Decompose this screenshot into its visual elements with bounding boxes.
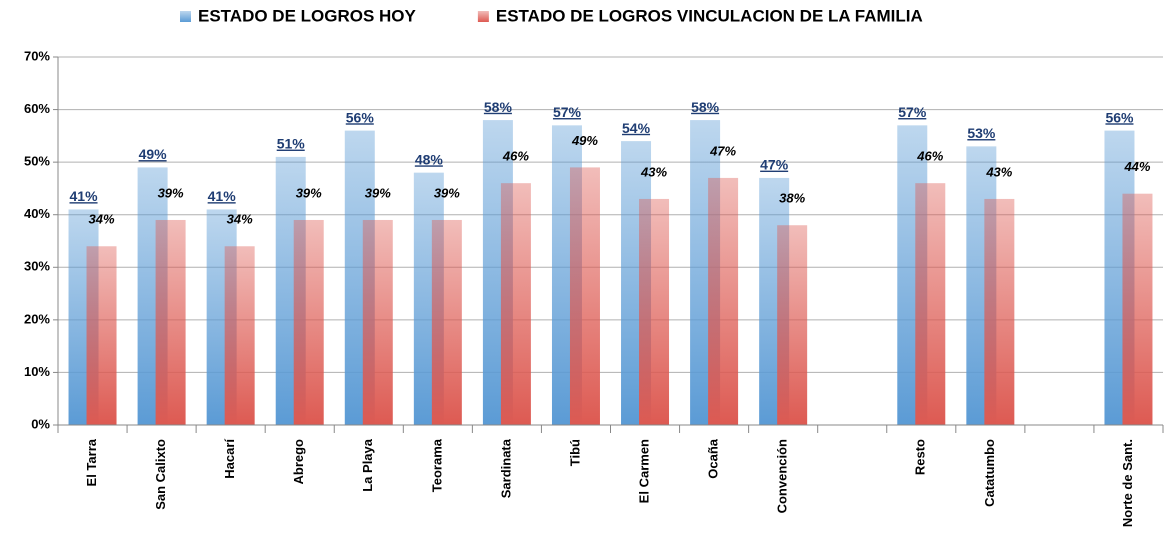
value-label: 43% <box>985 164 1012 179</box>
value-label: 47% <box>709 143 736 158</box>
x-tick-label: Norte de Sant. <box>1120 439 1135 527</box>
bar <box>224 246 255 425</box>
x-tick-label: La Playa <box>360 438 375 492</box>
value-label: 39% <box>434 185 460 200</box>
legend-swatch <box>477 11 489 22</box>
x-tick-label: Tibú <box>567 439 582 466</box>
value-label: 54% <box>622 120 651 136</box>
value-label: 48% <box>415 151 444 167</box>
bar <box>500 183 531 425</box>
value-label: 39% <box>296 185 322 200</box>
y-tick-label: 10% <box>24 364 50 379</box>
value-label: 43% <box>640 164 667 179</box>
value-label: 47% <box>760 157 789 173</box>
value-label: 34% <box>89 212 115 227</box>
value-label: 56% <box>1105 109 1134 125</box>
x-tick-label: Convención <box>775 439 790 513</box>
value-label: 58% <box>691 99 720 115</box>
value-label: 38% <box>779 191 805 206</box>
y-tick-label: 0% <box>31 416 50 431</box>
x-tick-label: Catatumbo <box>982 439 997 507</box>
x-tick-label: Ocaña <box>706 438 721 479</box>
y-tick-label: 40% <box>24 206 50 221</box>
bar <box>431 219 462 425</box>
value-label: 58% <box>484 99 513 115</box>
bar <box>708 177 739 425</box>
y-tick-label: 60% <box>24 101 50 116</box>
bar <box>1122 193 1153 425</box>
value-label: 46% <box>916 149 943 164</box>
value-label: 41% <box>208 188 237 204</box>
value-label: 34% <box>227 212 253 227</box>
value-label: 49% <box>139 146 168 162</box>
x-tick-label: El Tarra <box>84 438 99 486</box>
y-tick-label: 30% <box>24 259 50 274</box>
value-label: 39% <box>365 185 391 200</box>
x-tick-label: Abrego <box>291 439 306 485</box>
bar <box>155 219 186 425</box>
value-label: 49% <box>571 133 598 148</box>
value-label: 56% <box>346 109 375 125</box>
bar <box>362 219 393 425</box>
x-tick-label: San Calixto <box>153 439 168 510</box>
x-tick-label: Sardinata <box>498 438 513 498</box>
bar <box>984 198 1015 425</box>
value-label: 44% <box>1123 159 1150 174</box>
value-label: 51% <box>277 136 306 152</box>
x-tick-label: Teorama <box>429 438 444 492</box>
value-label: 41% <box>70 188 99 204</box>
x-tick-label: Hacarí <box>222 439 237 479</box>
x-tick-label: El Carmen <box>636 439 651 503</box>
legend-label: ESTADO DE LOGROS HOY <box>198 6 417 25</box>
value-label: 39% <box>158 185 184 200</box>
bar <box>777 225 808 425</box>
bar <box>915 183 946 425</box>
bar <box>86 246 117 425</box>
legend-swatch <box>180 11 191 22</box>
bar <box>639 198 670 425</box>
value-label: 46% <box>502 149 529 164</box>
value-label: 57% <box>898 104 927 120</box>
value-label: 53% <box>967 125 996 141</box>
y-tick-label: 70% <box>24 48 50 63</box>
y-tick-label: 20% <box>24 311 50 326</box>
legend-label: ESTADO DE LOGROS VINCULACION DE LA FAMIL… <box>496 6 923 25</box>
bar <box>569 167 600 425</box>
value-label: 57% <box>553 104 582 120</box>
y-tick-label: 50% <box>24 154 50 169</box>
x-tick-label: Resto <box>913 439 928 475</box>
bar <box>293 219 324 425</box>
